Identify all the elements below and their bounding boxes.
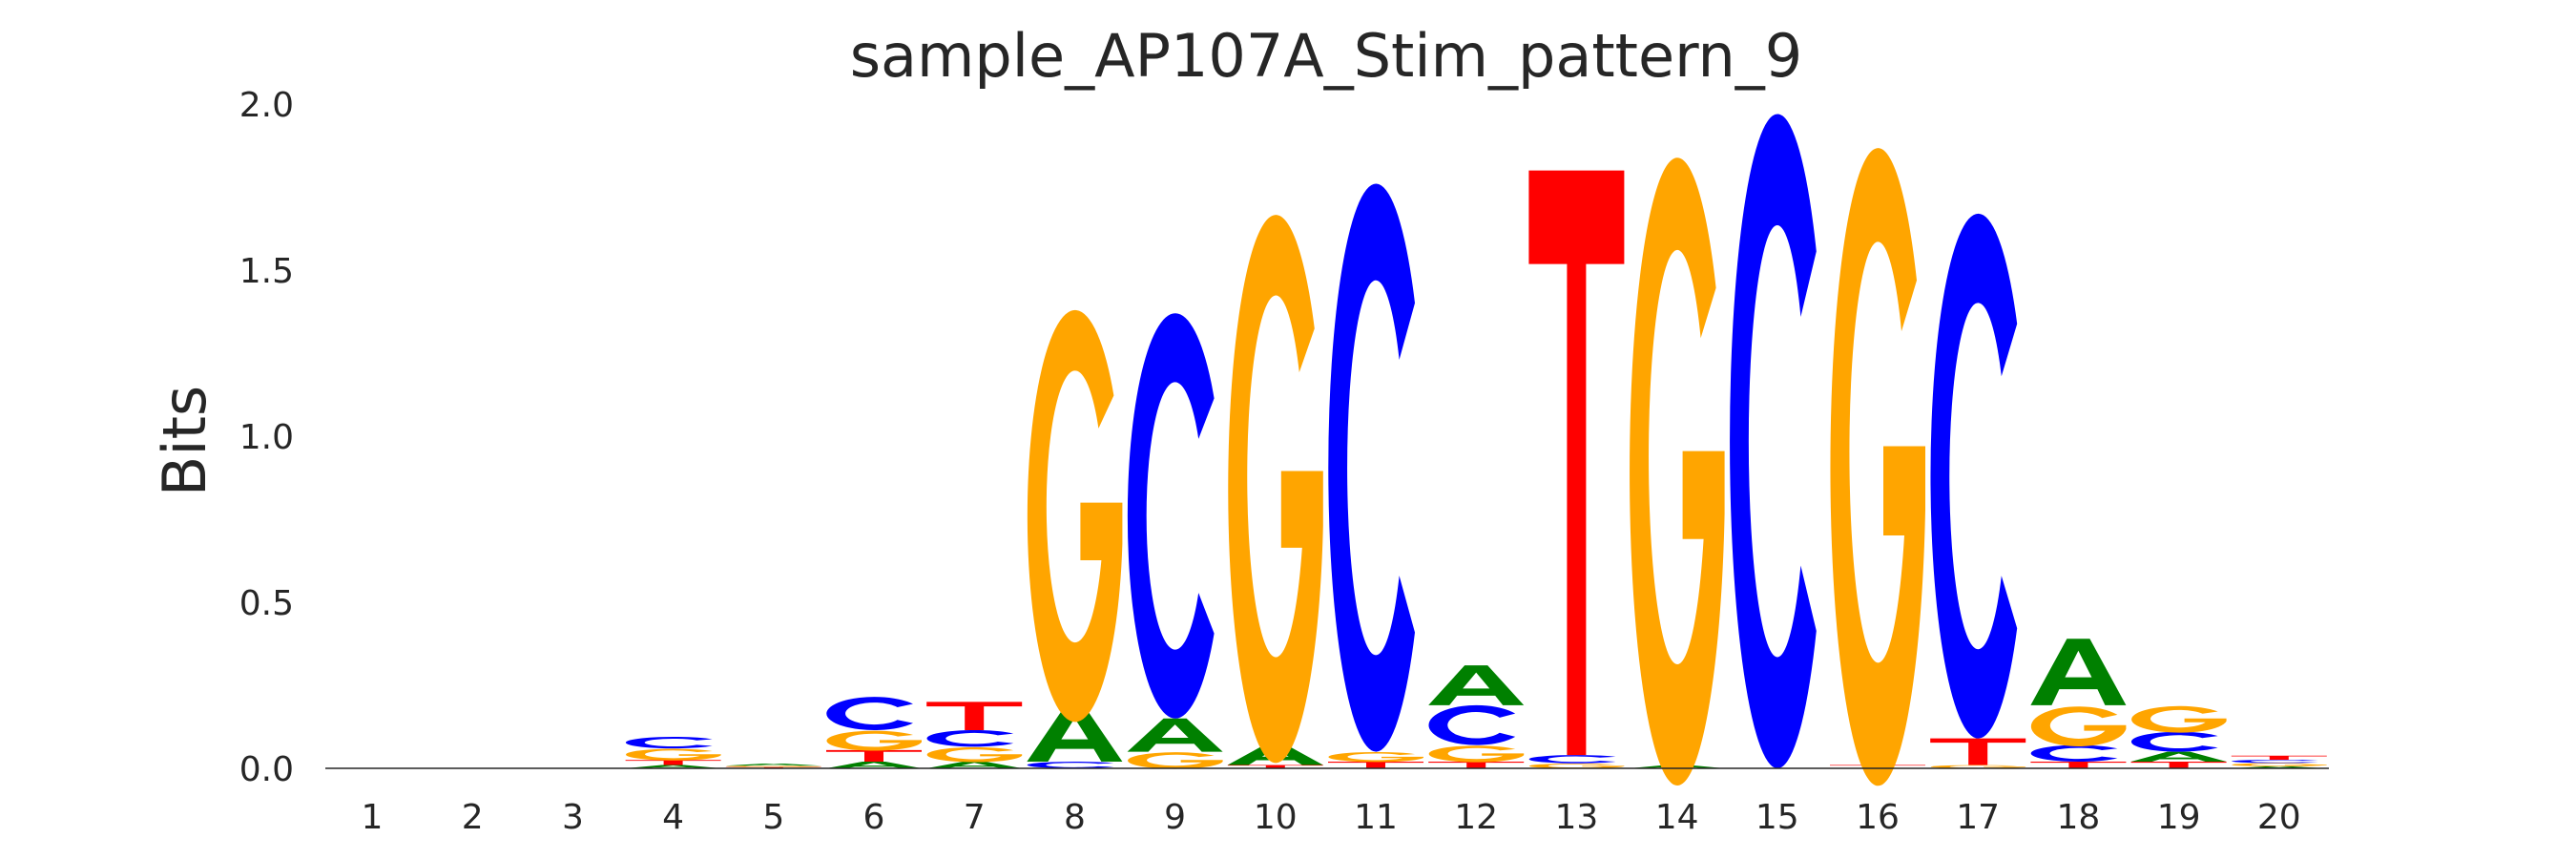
glyph-T-pos-12 bbox=[1428, 762, 1525, 768]
glyph-G-pos-20 bbox=[2232, 763, 2327, 767]
glyph-C-pos-19 bbox=[2130, 731, 2218, 752]
x-tick-label: 16 bbox=[1856, 798, 1900, 837]
glyph-A-pos-7 bbox=[926, 762, 1023, 768]
x-tick-label: 1 bbox=[362, 798, 384, 837]
glyph-C-pos-13 bbox=[1528, 755, 1616, 764]
glyph-T-pos-11 bbox=[1328, 762, 1423, 768]
chart-title: sample_AP107A_Stim_pattern_9 bbox=[850, 21, 1803, 91]
glyph-C-pos-6 bbox=[826, 697, 913, 730]
glyph-A-pos-12 bbox=[1428, 665, 1525, 705]
x-tick-label: 3 bbox=[562, 798, 584, 837]
y-axis-ticks: 0.0 0.5 1.0 1.5 2.0 bbox=[239, 86, 294, 789]
glyph-C-pos-20 bbox=[2232, 759, 2318, 764]
glyph-G-pos-10 bbox=[1228, 215, 1323, 764]
glyph-T-pos-13 bbox=[1528, 170, 1625, 756]
logo-glyphs bbox=[625, 114, 2327, 786]
glyph-A-pos-4 bbox=[625, 765, 721, 768]
x-tick-label: 14 bbox=[1655, 798, 1699, 837]
glyph-T-pos-19 bbox=[2130, 762, 2227, 768]
glyph-G-pos-5 bbox=[726, 765, 821, 767]
x-tick-label: 9 bbox=[1164, 798, 1186, 837]
glyph-G-pos-14 bbox=[1630, 157, 1725, 786]
glyph-C-pos-18 bbox=[2030, 744, 2118, 763]
x-tick-label: 17 bbox=[1956, 798, 2000, 837]
x-tick-label: 8 bbox=[1064, 798, 1086, 837]
glyph-C-pos-9 bbox=[1127, 313, 1215, 719]
x-tick-label: 4 bbox=[662, 798, 684, 837]
y-tick-label: 1.0 bbox=[239, 418, 294, 457]
glyph-A-pos-14 bbox=[1629, 765, 1725, 768]
glyph-G-pos-8 bbox=[1027, 309, 1123, 723]
y-tick-label: 0.0 bbox=[239, 750, 294, 789]
glyph-G-pos-6 bbox=[826, 730, 922, 751]
glyph-T-pos-10 bbox=[1227, 765, 1323, 768]
glyph-T-pos-20 bbox=[2231, 755, 2327, 760]
x-tick-label: 5 bbox=[762, 798, 784, 837]
glyph-C-pos-17 bbox=[1930, 213, 2018, 739]
glyph-A-pos-9 bbox=[1127, 718, 1223, 752]
glyph-G-pos-18 bbox=[2030, 706, 2127, 747]
glyph-T-pos-7 bbox=[926, 702, 1023, 730]
glyph-G-pos-19 bbox=[2131, 705, 2227, 733]
y-tick-label: 0.5 bbox=[239, 584, 294, 623]
x-tick-label: 11 bbox=[1354, 798, 1398, 837]
glyph-T-pos-4 bbox=[625, 760, 721, 765]
glyph-C-pos-8 bbox=[1027, 762, 1114, 768]
glyph-C-pos-11 bbox=[1328, 183, 1415, 752]
x-tick-label: 18 bbox=[2056, 798, 2100, 837]
x-tick-label: 13 bbox=[1554, 798, 1598, 837]
y-axis-label: Bits bbox=[150, 386, 219, 496]
glyph-A-pos-6 bbox=[826, 762, 922, 768]
x-tick-label: 2 bbox=[462, 798, 484, 837]
x-tick-label: 7 bbox=[964, 798, 986, 837]
glyph-C-pos-4 bbox=[625, 736, 713, 749]
glyph-G-pos-9 bbox=[1128, 752, 1223, 769]
glyph-G-pos-4 bbox=[626, 748, 721, 761]
glyph-G-pos-16 bbox=[1830, 148, 1925, 786]
x-tick-label: 12 bbox=[1454, 798, 1498, 837]
y-tick-label: 2.0 bbox=[239, 86, 294, 125]
glyph-A-pos-19 bbox=[2130, 751, 2227, 763]
glyph-G-pos-13 bbox=[1528, 763, 1625, 769]
glyph-A-pos-18 bbox=[2030, 639, 2127, 705]
y-tick-label: 1.5 bbox=[239, 252, 294, 291]
glyph-A-pos-5 bbox=[725, 764, 821, 766]
glyph-G-pos-12 bbox=[1428, 745, 1525, 763]
glyph-T-pos-17 bbox=[1930, 738, 2026, 765]
x-tick-label: 19 bbox=[2157, 798, 2201, 837]
glyph-C-pos-7 bbox=[926, 729, 1014, 747]
glyph-C-pos-12 bbox=[1428, 704, 1516, 745]
glyph-T-pos-18 bbox=[2030, 762, 2127, 768]
glyph-G-pos-7 bbox=[926, 746, 1023, 763]
x-tick-label: 20 bbox=[2257, 798, 2301, 837]
x-axis-ticks: 1 2 3 4 5 6 7 8 9 10 11 12 13 14 15 16 17 18 19 20 bbox=[362, 798, 2301, 837]
glyph-A-pos-8 bbox=[1027, 708, 1123, 763]
x-tick-label: 6 bbox=[863, 798, 885, 837]
x-tick-label: 10 bbox=[1254, 798, 1298, 837]
x-tick-label: 15 bbox=[1755, 798, 1799, 837]
glyph-G-pos-17 bbox=[1930, 765, 2026, 769]
glyph-A-pos-10 bbox=[1227, 744, 1323, 765]
glyph-C-pos-15 bbox=[1730, 114, 1817, 768]
glyph-T-pos-6 bbox=[826, 749, 922, 763]
glyph-G-pos-11 bbox=[1328, 751, 1423, 763]
